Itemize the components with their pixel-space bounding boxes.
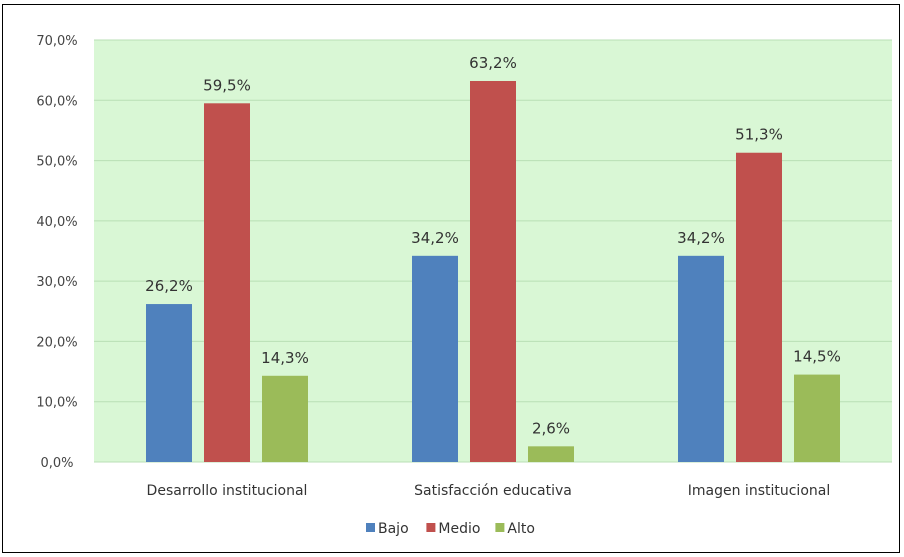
category-label: Desarrollo institucional: [147, 483, 308, 499]
data-label: 34,2%: [677, 229, 725, 247]
y-tick-label: 50,0%: [36, 155, 77, 170]
y-axis-ticks: 0,0% 10,0% 20,0% 30,0% 40,0% 50,0% 60,0% 70,0%: [36, 34, 77, 471]
bar-alto: [528, 446, 574, 462]
legend-label: Bajo: [378, 521, 409, 537]
legend-swatch: [495, 523, 505, 532]
legend-swatch: [366, 523, 375, 532]
y-tick-label: 70,0%: [36, 34, 77, 49]
bar-bajo: [146, 304, 192, 462]
bar-alto: [262, 375, 308, 462]
data-label: 14,3%: [261, 349, 309, 367]
data-label: 63,2%: [469, 54, 517, 72]
legend-label: Medio: [438, 521, 480, 537]
bar-medio: [736, 152, 782, 462]
data-label: 2,6%: [532, 419, 570, 437]
y-tick-label: 0,0%: [40, 456, 73, 471]
y-tick-label: 60,0%: [36, 94, 77, 109]
category-label: Imagen institucional: [688, 483, 830, 499]
bar-alto: [794, 374, 840, 462]
legend-swatch: [426, 523, 436, 532]
bar-medio: [470, 80, 516, 462]
data-labels: 26,2% 59,5% 14,3% 34,2% 63,2% 2,6% 34,2% 51,3% 1…: [145, 54, 841, 437]
bar-bajo: [412, 255, 458, 462]
data-label: 26,2%: [145, 277, 193, 295]
legend-label: Alto: [507, 521, 535, 537]
data-label: 51,3%: [735, 126, 783, 144]
data-label: 59,5%: [203, 76, 251, 94]
data-label: 14,5%: [793, 348, 841, 366]
y-tick-label: 30,0%: [36, 275, 77, 290]
legend: Bajo Medio Alto: [366, 521, 535, 537]
data-label: 34,2%: [411, 229, 459, 247]
bars: [146, 80, 840, 463]
bar-bajo: [678, 255, 724, 462]
y-tick-label: 20,0%: [36, 335, 77, 350]
category-labels: Desarrollo institucional Satisfacción edu…: [147, 483, 831, 499]
bar-medio: [204, 103, 250, 463]
y-tick-label: 40,0%: [36, 215, 77, 230]
y-tick-label: 10,0%: [36, 396, 77, 411]
category-label: Satisfacción educativa: [414, 483, 572, 499]
